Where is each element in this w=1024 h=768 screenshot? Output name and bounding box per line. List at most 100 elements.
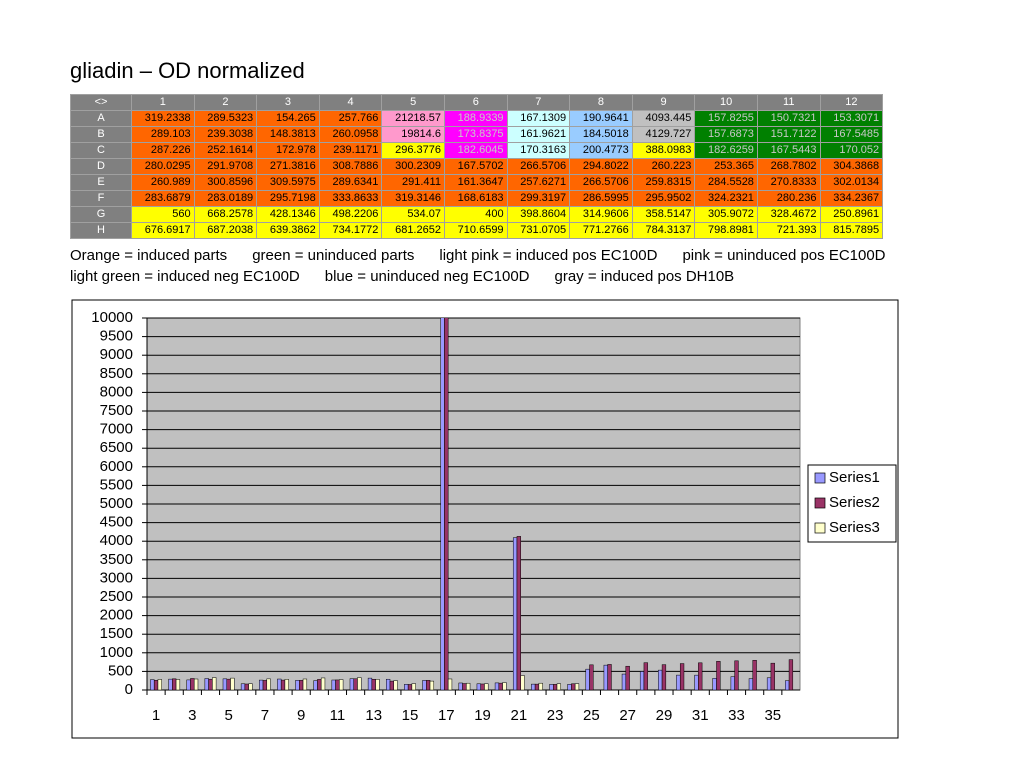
x-tick-label: 25 <box>583 707 600 724</box>
bar <box>150 679 155 690</box>
bar <box>494 682 500 690</box>
table-cell: 639.3862 <box>256 222 320 239</box>
x-tick-label: 1 <box>152 707 160 724</box>
header-cell: 10 <box>694 94 758 111</box>
x-tick-label: 13 <box>365 707 382 724</box>
bar <box>458 682 463 690</box>
table-cell: 167.5485 <box>819 126 884 143</box>
table-cell: 731.0705 <box>506 222 571 239</box>
header-cell: 6 <box>443 94 508 111</box>
y-tick-label: 7500 <box>100 402 133 419</box>
y-tick-label: 6000 <box>100 458 133 475</box>
bar <box>553 684 558 690</box>
bar <box>244 683 249 690</box>
y-tick-label: 5500 <box>100 476 133 493</box>
y-tick-label: 1500 <box>100 625 133 642</box>
slide-title: gliadin – OD normalized <box>70 58 305 83</box>
data-table: <> 1 2 3 4 5 6 7 8 9 10 11 12 A 319.2338 289.5323 154.26… <box>70 94 884 239</box>
bar <box>502 682 507 690</box>
table-cell: 153.3071 <box>819 110 884 127</box>
table-cell: 283.0189 <box>193 190 258 207</box>
bar <box>556 683 561 690</box>
x-tick-label: 7 <box>261 707 269 724</box>
bar <box>248 683 253 690</box>
row-label: C <box>70 142 132 159</box>
bar <box>226 678 231 690</box>
table-row: E 260.989 300.8596 309.5975 289.6341 291.411 1… <box>70 174 884 191</box>
bar <box>429 680 435 690</box>
table-cell: 161.9621 <box>506 126 571 143</box>
x-tick-label: 11 <box>330 707 346 724</box>
bar <box>730 676 735 690</box>
y-tick-label: 500 <box>108 662 133 679</box>
bar <box>411 683 416 690</box>
table-cell: 388.0983 <box>631 142 696 159</box>
bar <box>262 680 268 690</box>
table-cell: 309.5975 <box>256 174 320 191</box>
table-cell: 266.5706 <box>506 158 571 175</box>
table-cell: 308.7886 <box>318 158 383 175</box>
table-row: F 283.6879 283.0189 295.7198 333.8633 319.314… <box>70 190 884 207</box>
bar <box>193 678 199 690</box>
table-cell: 319.2338 <box>131 110 195 127</box>
table-cell: 167.1309 <box>506 110 571 127</box>
bar <box>520 675 525 690</box>
table-cell: 259.8315 <box>631 174 696 191</box>
bar <box>752 660 757 690</box>
x-tick-label: 29 <box>656 707 673 724</box>
y-tick-label: 6500 <box>100 439 133 456</box>
bar <box>313 680 318 690</box>
bar <box>484 683 489 690</box>
x-tick-label: 27 <box>619 707 636 724</box>
bar <box>153 680 159 690</box>
table-cell: 721.393 <box>756 222 821 239</box>
bar <box>788 659 794 690</box>
table-cell: 151.7122 <box>756 126 821 143</box>
table-cell: 291.9708 <box>193 158 258 175</box>
bar <box>299 680 304 690</box>
table-row: H 676.6917 687.2038 639.3862 734.1772 681.265… <box>70 222 884 239</box>
bar <box>748 678 754 690</box>
bar <box>157 679 162 690</box>
table-row: D 280.0295 291.9708 271.3816 308.7886 300.230… <box>70 158 884 175</box>
x-tick-label: 31 <box>692 707 709 724</box>
table-cell: 21218.57 <box>381 110 445 127</box>
table-cell: 268.7802 <box>756 158 821 175</box>
table-cell: 687.2038 <box>193 222 258 239</box>
table-cell: 400 <box>443 206 508 223</box>
table-cell: 257.6271 <box>506 174 571 191</box>
y-tick-label: 2500 <box>100 588 133 605</box>
table-cell: 167.5702 <box>443 158 508 175</box>
header-cell: 1 <box>131 94 195 111</box>
table-cell: 170.052 <box>819 142 884 159</box>
table-cell: 333.8633 <box>318 190 383 207</box>
bar <box>480 683 485 690</box>
table-cell: 291.411 <box>381 174 445 191</box>
table-cell: 260.0958 <box>318 126 383 143</box>
bar <box>766 677 772 690</box>
table-cell: 815.7895 <box>819 222 884 239</box>
bar <box>574 683 580 690</box>
bar <box>190 678 195 690</box>
y-tick-label: 3000 <box>100 569 133 586</box>
header-row: <> 1 2 3 4 5 6 7 8 9 10 11 12 <box>70 94 884 111</box>
y-tick-label: 7000 <box>100 421 133 438</box>
legend-swatch <box>814 472 826 484</box>
bar <box>280 679 286 690</box>
bar <box>335 679 340 690</box>
bar <box>393 680 398 690</box>
table-cell: 668.2578 <box>193 206 258 223</box>
table-cell: 676.6917 <box>131 222 195 239</box>
table-cell: 157.6873 <box>694 126 758 143</box>
table-cell: 287.226 <box>131 142 195 159</box>
header-cell: 7 <box>506 94 571 111</box>
bar <box>240 683 246 690</box>
bar <box>716 661 721 690</box>
table-cell: 295.7198 <box>256 190 320 207</box>
table-cell: 314.9606 <box>569 206 633 223</box>
x-tick-label: 15 <box>402 707 419 724</box>
bar <box>259 679 264 690</box>
x-tick-label: 35 <box>764 707 781 724</box>
x-tick-label: 19 <box>474 707 491 724</box>
table-cell: 283.6879 <box>131 190 195 207</box>
